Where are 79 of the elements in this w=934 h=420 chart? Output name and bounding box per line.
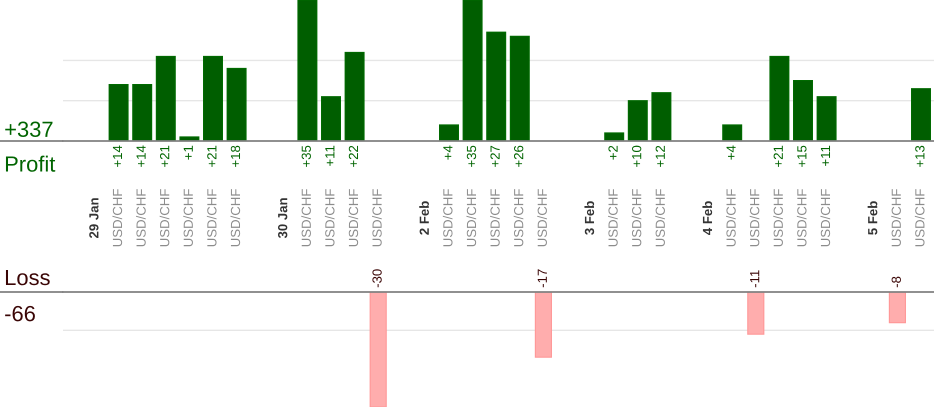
x-tick-label: USD/CHF (514, 189, 524, 246)
x-tick-label: USD/CHF (796, 189, 807, 246)
x-tick-label: 4 Feb (702, 201, 712, 235)
x-tick-label: USD/CHF (348, 189, 358, 246)
data-label: +13 (915, 146, 925, 167)
x-tick-label: USD/CHF (490, 189, 500, 246)
x-tick-label: USD/CHF (206, 189, 217, 246)
bar (911, 88, 931, 141)
data-label: +35 (466, 146, 476, 167)
bar (816, 96, 837, 141)
x-tick-label: USD/CHF (632, 189, 642, 246)
data-label: +11 (820, 146, 830, 166)
data-label: +1 (184, 146, 193, 160)
x-tick-label: 3 Feb (584, 201, 594, 235)
data-label: +11 (325, 146, 334, 166)
data-label: +21 (207, 146, 216, 167)
x-tick-label: USD/CHF (324, 189, 335, 246)
x-tick-label: USD/CHF (112, 189, 122, 246)
x-tick-label: USD/CHF (372, 189, 382, 246)
bar (628, 100, 648, 141)
x-tick-label: USD/CHF (537, 189, 547, 246)
data-label: -11 (750, 270, 760, 288)
bar (439, 124, 459, 141)
chart-title: Loss (6, 270, 50, 286)
x-tick-label: 29 Jan (89, 198, 99, 238)
text: +337 (5, 122, 52, 138)
x-tick-label: 30 Jan (278, 198, 288, 238)
x-tick-label: USD/CHF (750, 189, 760, 246)
x-tick-label: 2 Feb (419, 201, 429, 235)
x-tick-label: USD/CHF (136, 189, 146, 246)
x-tick-label: USD/CHF (820, 189, 830, 246)
bar (769, 56, 790, 141)
x-tick-label: USD/CHF (183, 189, 193, 246)
data-label: -30 (372, 269, 382, 288)
data-label: +22 (348, 146, 358, 167)
x-tick-label: USD/CHF (301, 189, 311, 246)
x-tick-label: 5 Feb (868, 201, 878, 235)
bar (297, 0, 318, 141)
bar (651, 92, 672, 141)
bar (344, 52, 365, 141)
x-tick-label: USD/CHF (160, 189, 170, 246)
data-label: +26 (514, 146, 524, 167)
data-label: -17 (538, 269, 547, 288)
data-label: +14 (112, 146, 122, 167)
data-label: +15 (797, 146, 807, 167)
x-tick-label: USD/CHF (466, 189, 476, 246)
x-tick-label: USD/CHF (914, 189, 925, 246)
x-tick-label: USD/CHF (773, 189, 783, 246)
data-label: +35 (302, 146, 311, 167)
bar (108, 84, 129, 141)
bar (462, 0, 483, 141)
bar (226, 68, 247, 141)
data-label: +27 (490, 146, 500, 167)
data-label: +14 (136, 146, 146, 167)
bar (793, 80, 813, 141)
x-tick-label: USD/CHF (442, 189, 453, 246)
x-tick-label: USD/CHF (230, 189, 240, 246)
x-tick-label: USD/CHF (891, 189, 901, 246)
x-tick-label: USD/CHF (726, 189, 736, 246)
data-label: +18 (230, 146, 240, 167)
bar (510, 36, 530, 141)
bar (203, 56, 223, 141)
bar (722, 124, 742, 141)
data-label: -8 (892, 276, 901, 288)
bar (486, 32, 506, 141)
text: -66 (5, 306, 35, 322)
bar (156, 56, 176, 141)
data-label: +21 (774, 146, 783, 167)
text: Profit (6, 156, 56, 172)
data-label: +2 (608, 146, 618, 160)
bar (321, 96, 341, 141)
bar (132, 84, 152, 141)
x-tick-label: USD/CHF (608, 189, 618, 246)
data-label: +4 (726, 146, 736, 160)
x-tick-label: USD/CHF (655, 189, 665, 246)
data-label: +10 (632, 146, 642, 167)
data-label: +12 (656, 146, 665, 167)
data-label: +4 (443, 146, 452, 160)
data-label: +21 (160, 146, 170, 167)
